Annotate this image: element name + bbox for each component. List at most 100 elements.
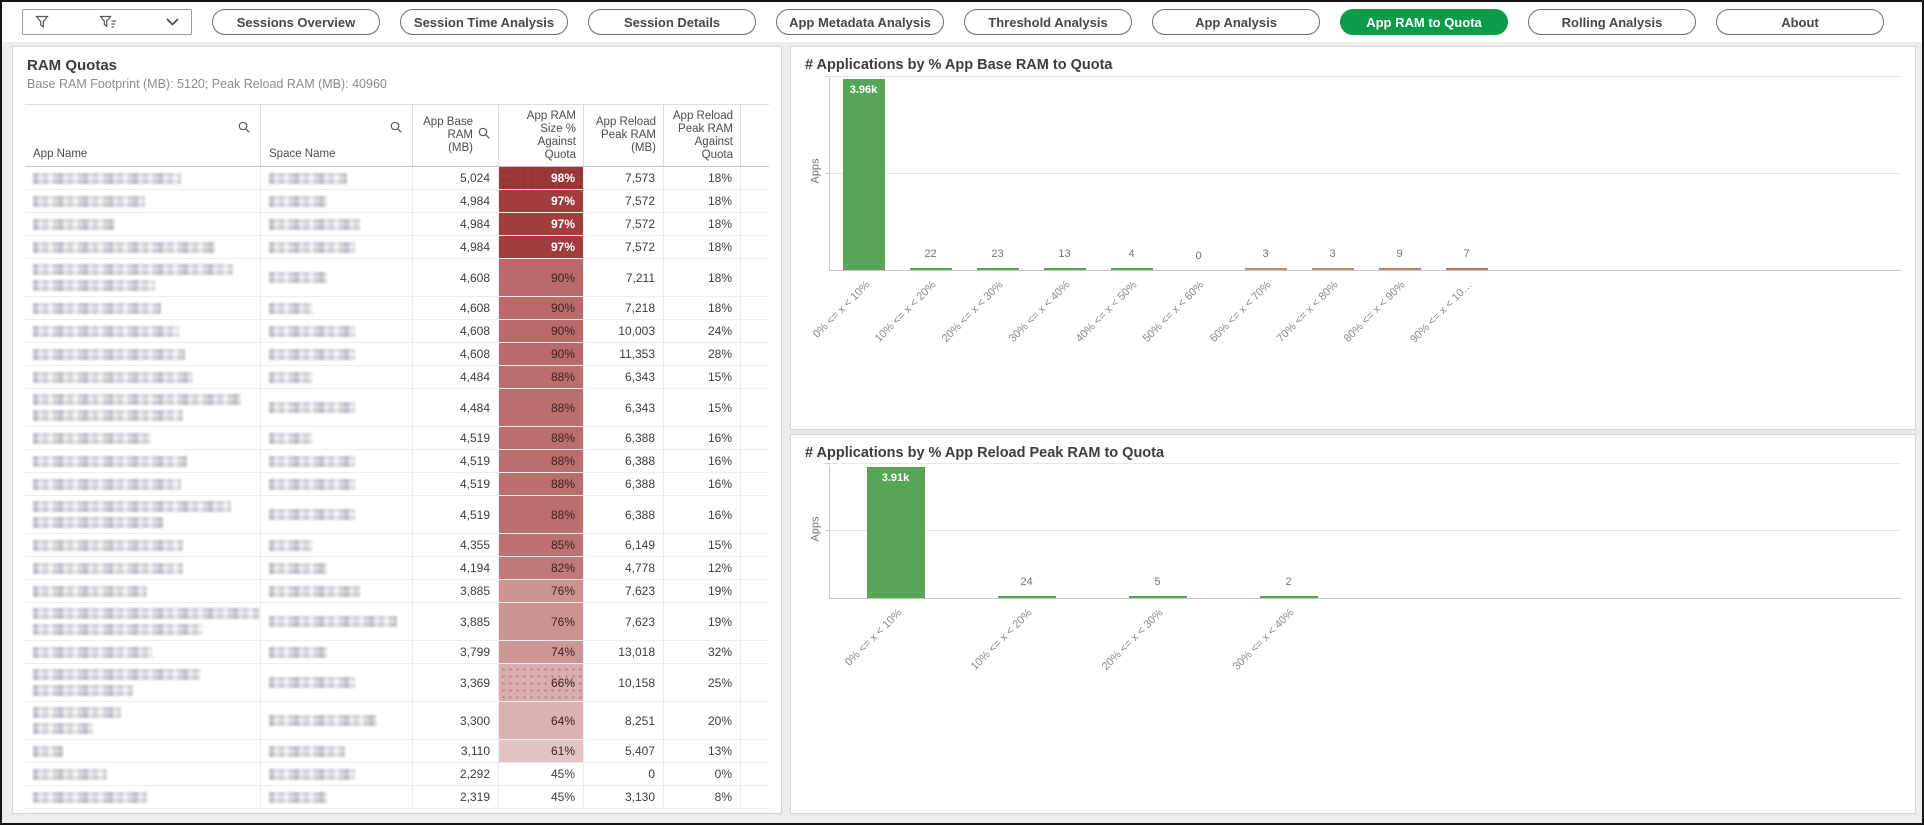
base-ram-cell[interactable]: 4,484 xyxy=(413,389,499,426)
space-name-cell[interactable] xyxy=(261,190,413,212)
search-icon[interactable] xyxy=(478,127,491,144)
reload-peak-quota-cell[interactable]: 15% xyxy=(664,389,741,426)
table-row[interactable]: 4,484 88% 6,343 15% xyxy=(25,389,769,427)
app-name-cell[interactable] xyxy=(25,366,261,388)
ram-pct-quota-cell[interactable]: 88% xyxy=(499,427,584,449)
base-ram-cell[interactable]: 2,292 xyxy=(413,763,499,785)
bar-0x10[interactable] xyxy=(866,467,925,598)
reload-peak-ram-cell[interactable]: 6,388 xyxy=(584,427,664,449)
base-ram-cell[interactable]: 4,519 xyxy=(413,496,499,533)
table-row[interactable]: 4,519 88% 6,388 16% xyxy=(25,473,769,496)
table-row[interactable]: 3,369 66% 10,158 25% xyxy=(25,664,769,702)
table-row[interactable]: 3,300 64% 8,251 20% xyxy=(25,702,769,740)
bar-0x10[interactable] xyxy=(842,79,885,270)
bar-30x40[interactable] xyxy=(1043,268,1086,270)
reload-peak-ram-cell[interactable]: 0 xyxy=(584,763,664,785)
base-ram-cell[interactable]: 4,355 xyxy=(413,534,499,556)
base-ram-cell[interactable]: 3,300 xyxy=(413,702,499,739)
tab-app-analysis[interactable]: App Analysis xyxy=(1152,9,1320,35)
base-ram-cell[interactable]: 4,984 xyxy=(413,190,499,212)
reload-peak-ram-cell[interactable]: 8,251 xyxy=(584,702,664,739)
app-name-cell[interactable] xyxy=(25,786,261,808)
tab-sessions-overview[interactable]: Sessions Overview xyxy=(212,9,380,35)
search-icon[interactable] xyxy=(390,121,403,137)
table-row[interactable]: 3,885 76% 7,623 19% xyxy=(25,580,769,603)
reload-peak-quota-cell[interactable]: 15% xyxy=(664,534,741,556)
app-name-cell[interactable] xyxy=(25,259,261,296)
reload-peak-quota-cell[interactable]: 18% xyxy=(664,213,741,235)
space-name-cell[interactable] xyxy=(261,427,413,449)
base-ram-cell[interactable]: 4,519 xyxy=(413,427,499,449)
ram-pct-quota-cell[interactable]: 98% xyxy=(499,167,584,189)
space-name-cell[interactable] xyxy=(261,167,413,189)
ram-pct-quota-cell[interactable]: 66% xyxy=(499,664,584,701)
reload-peak-ram-cell[interactable]: 7,573 xyxy=(584,167,664,189)
ram-pct-quota-cell[interactable]: 74% xyxy=(499,641,584,663)
bar-80x90[interactable] xyxy=(1378,268,1421,270)
table-row[interactable]: 4,194 82% 4,778 12% xyxy=(25,557,769,580)
reload-peak-ram-cell[interactable]: 6,388 xyxy=(584,496,664,533)
ram-pct-quota-cell[interactable]: 88% xyxy=(499,496,584,533)
reload-peak-ram-cell[interactable]: 13,018 xyxy=(584,641,664,663)
ram-pct-quota-cell[interactable]: 97% xyxy=(499,190,584,212)
reload-peak-quota-cell[interactable]: 15% xyxy=(664,366,741,388)
base-ram-cell[interactable]: 4,519 xyxy=(413,450,499,472)
column-header-5[interactable]: App Reload Peak RAM (MB) xyxy=(584,105,664,166)
reload-peak-quota-cell[interactable]: 8% xyxy=(664,786,741,808)
reload-peak-quota-cell[interactable]: 18% xyxy=(664,190,741,212)
ram-pct-quota-cell[interactable]: 76% xyxy=(499,580,584,602)
filter-dropdown[interactable] xyxy=(22,9,192,35)
table-row[interactable]: 4,984 97% 7,572 18% xyxy=(25,236,769,259)
bar-30x40[interactable] xyxy=(1259,596,1318,598)
reload-peak-quota-cell[interactable]: 16% xyxy=(664,473,741,495)
app-name-cell[interactable] xyxy=(25,557,261,579)
space-name-cell[interactable] xyxy=(261,297,413,319)
space-name-cell[interactable] xyxy=(261,557,413,579)
base-ram-cell[interactable]: 2,319 xyxy=(413,786,499,808)
reload-peak-quota-cell[interactable]: 28% xyxy=(664,343,741,365)
reload-peak-ram-cell[interactable]: 7,218 xyxy=(584,297,664,319)
app-name-cell[interactable] xyxy=(25,450,261,472)
space-name-cell[interactable] xyxy=(261,473,413,495)
base-ram-cell[interactable]: 4,608 xyxy=(413,259,499,296)
space-name-cell[interactable] xyxy=(261,389,413,426)
app-name-cell[interactable] xyxy=(25,641,261,663)
app-name-cell[interactable] xyxy=(25,603,261,640)
app-name-cell[interactable] xyxy=(25,343,261,365)
app-name-cell[interactable] xyxy=(25,740,261,762)
column-header-1[interactable]: App Name xyxy=(25,105,261,166)
table-row[interactable]: 4,608 90% 7,218 18% xyxy=(25,297,769,320)
ram-pct-quota-cell[interactable]: 61% xyxy=(499,740,584,762)
reload-peak-quota-cell[interactable]: 18% xyxy=(664,236,741,258)
table-row[interactable]: 4,608 90% 10,003 24% xyxy=(25,320,769,343)
ram-pct-quota-cell[interactable]: 76% xyxy=(499,603,584,640)
table-row[interactable]: 2,292 45% 0 0% xyxy=(25,763,769,786)
reload-peak-ram-cell[interactable]: 6,343 xyxy=(584,389,664,426)
reload-peak-ram-cell[interactable]: 7,572 xyxy=(584,213,664,235)
ram-pct-quota-cell[interactable]: 85% xyxy=(499,534,584,556)
reload-peak-ram-cell[interactable]: 7,572 xyxy=(584,236,664,258)
base-ram-cell[interactable]: 4,984 xyxy=(413,213,499,235)
table-row[interactable]: 4,608 90% 11,353 28% xyxy=(25,343,769,366)
app-name-cell[interactable] xyxy=(25,473,261,495)
base-ram-cell[interactable]: 3,885 xyxy=(413,603,499,640)
app-name-cell[interactable] xyxy=(25,190,261,212)
ram-pct-quota-cell[interactable]: 45% xyxy=(499,786,584,808)
reload-peak-quota-cell[interactable]: 32% xyxy=(664,641,741,663)
app-name-cell[interactable] xyxy=(25,763,261,785)
app-name-cell[interactable] xyxy=(25,580,261,602)
ram-pct-quota-cell[interactable]: 97% xyxy=(499,213,584,235)
bar-60x70[interactable] xyxy=(1244,268,1287,270)
table-row[interactable]: 3,799 74% 13,018 32% xyxy=(25,641,769,664)
app-name-cell[interactable] xyxy=(25,702,261,739)
table-row[interactable]: 4,984 97% 7,572 18% xyxy=(25,213,769,236)
base-ram-cell[interactable]: 4,608 xyxy=(413,297,499,319)
reload-peak-ram-cell[interactable]: 6,149 xyxy=(584,534,664,556)
column-header-4[interactable]: App RAM Size % Against Quota xyxy=(499,105,584,166)
reload-peak-quota-cell[interactable]: 16% xyxy=(664,427,741,449)
reload-peak-ram-cell[interactable]: 7,623 xyxy=(584,580,664,602)
space-name-cell[interactable] xyxy=(261,740,413,762)
reload-peak-quota-cell[interactable]: 13% xyxy=(664,740,741,762)
base-ram-cell[interactable]: 3,799 xyxy=(413,641,499,663)
ram-pct-quota-cell[interactable]: 88% xyxy=(499,389,584,426)
